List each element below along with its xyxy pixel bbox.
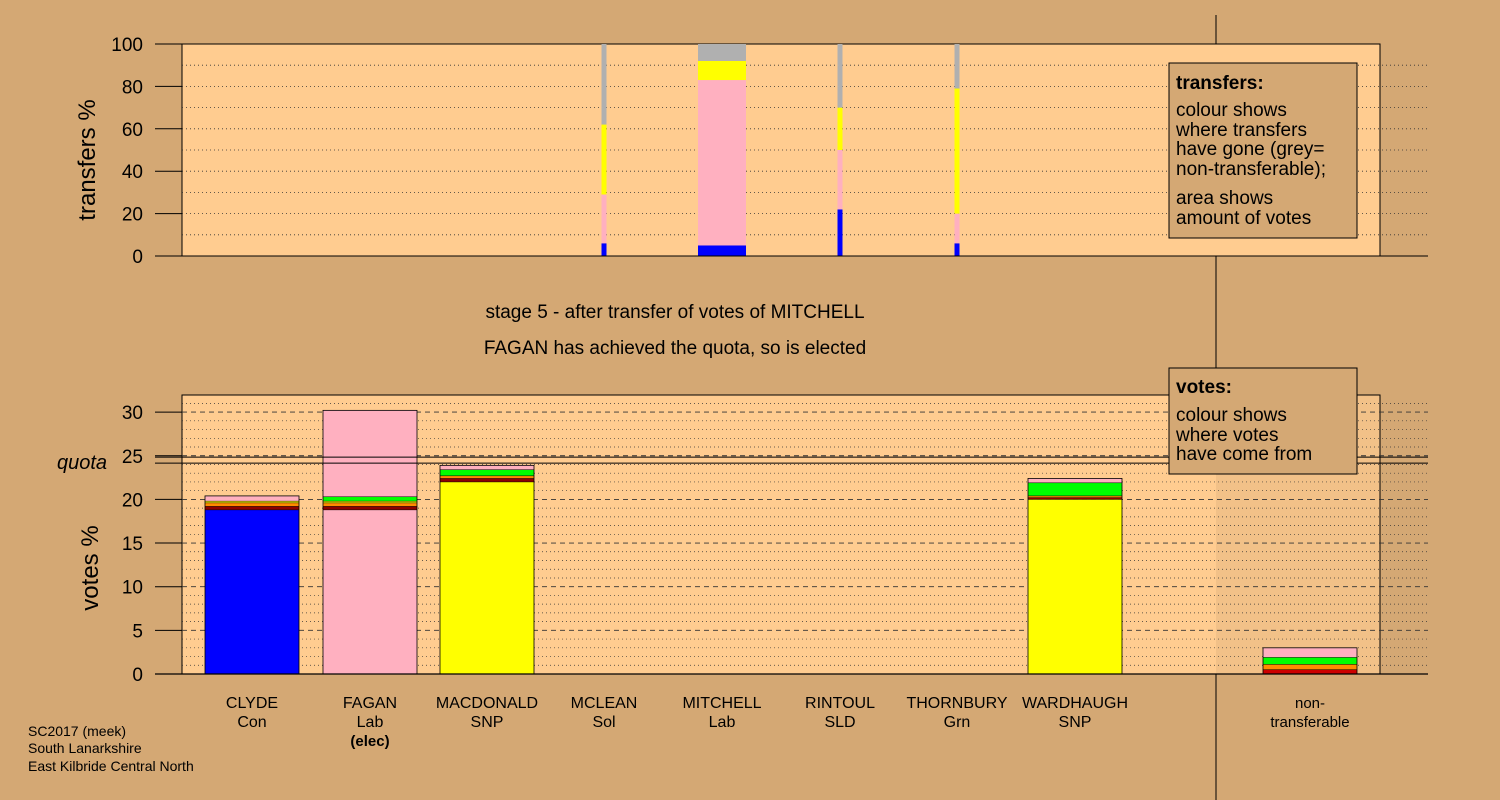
candidate-name-label: WARDHAUGH [1022,695,1128,712]
transfers-legend-line: area shows [1176,188,1273,209]
candidate-party-label: Sol [592,714,615,731]
transfer-segment [954,213,960,244]
candidate-party-label: SLD [824,714,855,731]
candidate-name-label: MCLEAN [571,695,638,712]
transfers-y-axis-label: transfers % [74,99,101,220]
transfer-segment [954,88,960,214]
transfers-y-tick-label: 80 [122,77,143,98]
transfer-segment [698,245,746,256]
votes-y-tick-label: 25 [122,447,143,468]
candidate-name-label: MITCHELL [682,695,761,712]
candidate-bar-segment [440,481,534,674]
votes-legend-title: votes: [1176,377,1232,398]
votes-legend: votes: colour shows where votes have com… [1168,367,1358,475]
transfers-legend-line: where transfers [1175,120,1307,141]
candidate-bar-segment [1028,499,1122,674]
candidate-bar-segment [440,465,534,470]
candidate-party-label: SNP [471,714,504,731]
candidate-bar-segment [323,496,417,502]
candidate-elected-label: (elec) [350,733,389,750]
candidate-bar-segment [205,501,299,503]
nontransferable-label: non- [1295,695,1325,712]
votes-legend-line: have come from [1176,444,1312,465]
candidate-party-label: Con [237,714,266,731]
nontransferable-bar-segment [1263,669,1357,674]
transfer-segment [837,107,843,150]
transfer-segment [601,194,607,244]
transfers-legend-line: non-transferable); [1176,159,1326,180]
transfer-segment [837,150,843,210]
candidate-name-label: RINTOUL [805,695,875,712]
votes-legend-line: colour shows [1176,405,1287,426]
transfer-segment [954,243,960,256]
quota-label: quota [57,452,107,474]
candidate-bar-segment [323,506,417,510]
candidate-bar-segment [323,501,417,503]
transfers-legend-line: colour shows [1176,100,1287,121]
candidate-name-label: FAGAN [343,695,397,712]
candidate-bar-segment [1028,495,1122,498]
candidate-bar-segment [1028,482,1122,496]
transfer-segment [601,243,607,256]
votes-legend-line: where votes [1175,425,1278,446]
transfers-y-tick-label: 40 [122,162,143,183]
candidate-bar-segment [440,478,534,482]
votes-panel: 0 5 10 15 20 25 30 quota votes % votes: colour… [57,367,1428,750]
candidate-bar-segment [323,410,417,497]
votes-y-tick-label: 30 [122,403,143,424]
transfers-y-tick-label: 60 [122,120,143,141]
transfers-y-tick-label: 0 [132,247,143,268]
footer-line: SC2017 (meek) [28,723,126,739]
votes-y-tick-label: 10 [122,578,143,599]
votes-y-axis-label: votes % [77,525,104,610]
transfers-y-tick-label: 100 [111,35,143,56]
candidate-name-label: THORNBURY [906,695,1007,712]
candidate-bar-segment [1028,497,1122,500]
transfer-segment [837,44,843,108]
candidate-bar-segment [205,506,299,510]
transfer-segment [601,124,607,195]
transfer-segment [601,44,607,125]
nontransferable-label: transferable [1270,714,1349,731]
candidate-bar-segment [323,509,417,674]
transfer-segment [698,60,746,81]
transfers-legend: transfers: colour shows where transfers … [1168,62,1358,239]
candidate-bar-segment [440,469,534,476]
transfer-segment [954,44,960,89]
transfer-segment [698,44,746,61]
candidate-bar-segment [1028,478,1122,483]
votes-y-tick-label: 5 [132,621,143,642]
transfer-segment [698,80,746,246]
transfers-legend-line: have gone (grey= [1176,139,1324,160]
votes-y-tick-label: 20 [122,490,143,511]
nontransferable-bar-segment [1263,657,1357,665]
footer-line: South Lanarkshire [28,740,142,756]
transfers-legend-title: transfers: [1176,73,1264,94]
transfers-panel: 0 20 40 60 80 100 transfers % transfers: colo… [74,35,1428,268]
candidate-name-label: MACDONALD [436,695,538,712]
candidate-party-label: Lab [357,714,384,731]
candidate-party-label: Lab [709,714,736,731]
candidate-bar-segment [323,502,417,507]
candidate-bar-segment [205,502,299,507]
nontransferable-bar-segment [1263,647,1357,658]
nontransferable-bar-segment [1263,664,1357,670]
candidate-bar-segment [205,509,299,674]
candidate-party-label: SNP [1059,714,1092,731]
candidate-name-label: CLYDE [226,695,278,712]
votes-y-tick-label: 15 [122,534,143,555]
elected-text: FAGAN has achieved the quota, so is elec… [484,338,866,359]
votes-y-tick-label: 0 [132,665,143,686]
candidate-bar-segment [205,495,299,502]
transfer-segment [837,209,843,256]
transfers-y-tick-label: 20 [122,205,143,226]
candidate-party-label: Grn [944,714,971,731]
transfers-legend-line: amount of votes [1176,208,1311,229]
footer-line: East Kilbride Central North [28,758,194,774]
candidate-bar-segment [440,475,534,479]
stage-text: stage 5 - after transfer of votes of MIT… [485,302,864,323]
